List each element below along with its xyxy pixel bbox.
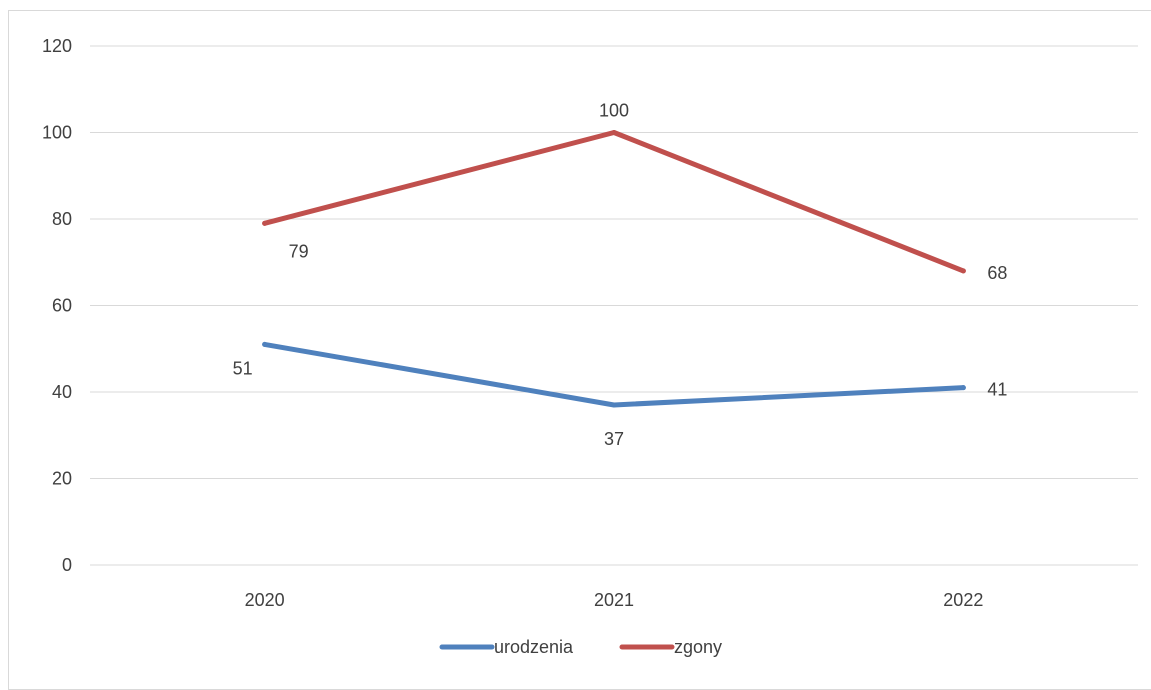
data-point [960,385,966,391]
data-label: 51 [233,358,253,378]
y-tick-label: 80 [52,209,72,229]
x-axis-tick-labels: 2020 2021 2022 [245,590,984,610]
y-axis-tick-labels: 0 20 40 60 80 100 120 [42,36,72,575]
data-point [960,268,966,274]
legend-label-urodzenia: urodzenia [494,637,574,657]
legend: urodzenia zgony [439,637,722,657]
data-point [611,402,617,408]
data-label: 100 [599,101,629,121]
y-tick-label: 100 [42,123,72,143]
gridlines [90,45,1138,566]
data-label: 37 [604,429,624,449]
chart-frame [8,10,1151,690]
data-label: 68 [987,263,1007,283]
y-tick-label: 60 [52,296,72,316]
legend-label-zgony: zgony [674,637,722,657]
y-tick-label: 40 [52,382,72,402]
y-tick-label: 120 [42,36,72,56]
series-lines [262,130,966,408]
y-tick-label: 20 [52,469,72,489]
data-labels: 51 37 41 79 100 68 [233,101,1008,449]
x-tick-label: 2022 [943,590,983,610]
data-point [262,220,268,226]
x-tick-label: 2021 [594,590,634,610]
data-label: 79 [289,241,309,261]
y-tick-label: 0 [62,555,72,575]
series-line-zgony [262,130,966,274]
data-label: 41 [987,380,1007,400]
series-line-urodzenia [262,341,966,408]
data-point [262,341,268,347]
x-tick-label: 2020 [245,590,285,610]
data-point [611,130,617,135]
